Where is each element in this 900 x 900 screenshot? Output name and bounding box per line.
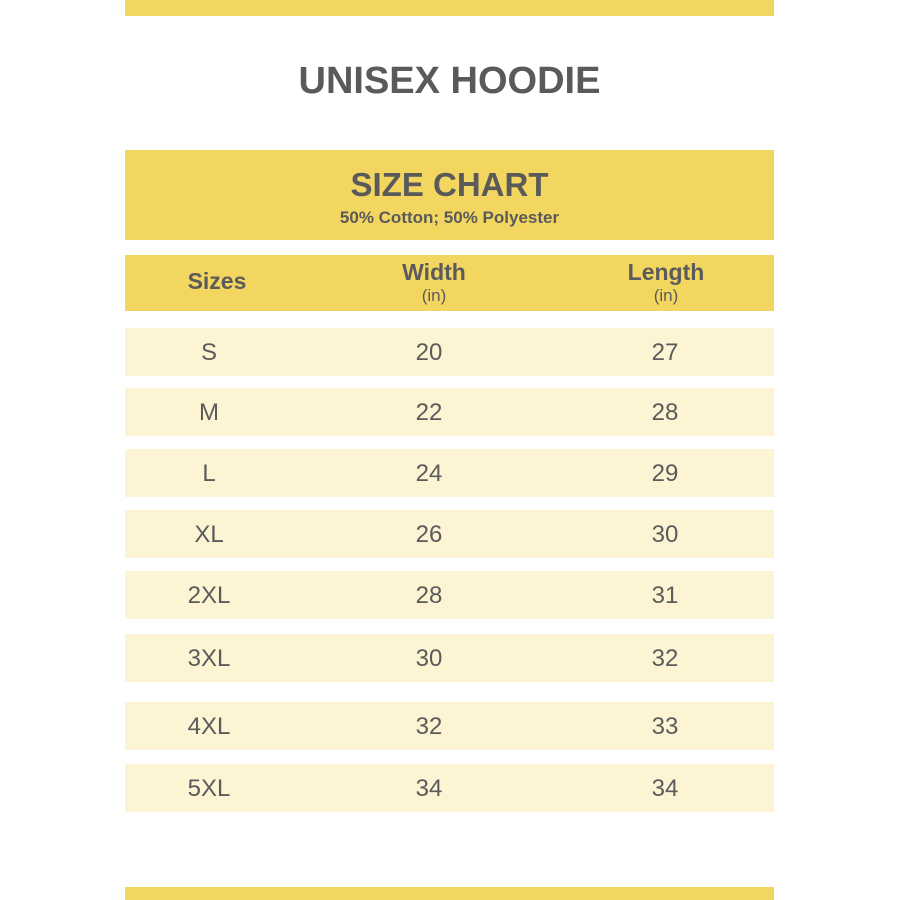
cell-length: 27 (651, 339, 679, 366)
column-header-length: Length (in) (566, 259, 766, 306)
bottom-accent-bar (125, 887, 774, 900)
cell-length: 33 (651, 713, 679, 740)
cell-length: 28 (651, 399, 679, 426)
cell-width: 32 (415, 713, 443, 740)
cell-width: 20 (415, 339, 443, 366)
page-title: UNISEX HOODIE (298, 60, 601, 102)
width-label: Width (402, 259, 466, 285)
banner-subheading: 50% Cotton; 50% Polyester (339, 208, 560, 227)
cell-size: XL (194, 521, 224, 548)
cell-length: 29 (651, 460, 679, 487)
cell-width: 24 (415, 460, 443, 487)
size-chart-banner: SIZE CHART 50% Cotton; 50% Polyester (125, 150, 774, 240)
width-unit: (in) (421, 286, 447, 305)
cell-width: 30 (415, 645, 443, 672)
table-row: 2XL 28 31 (125, 571, 774, 619)
table-row: 3XL 30 32 (125, 634, 774, 682)
table-row: XL 26 30 (125, 510, 774, 558)
table-row: M 22 28 (125, 388, 774, 436)
cell-width: 34 (415, 775, 443, 802)
cell-size: M (199, 399, 219, 426)
cell-size: S (200, 339, 217, 366)
table-header: Sizes Width (in) Length (in) (125, 255, 774, 311)
cell-length: 32 (651, 645, 679, 672)
cell-width: 22 (415, 399, 443, 426)
cell-size: 5XL (187, 775, 231, 802)
table-row: L 24 29 (125, 449, 774, 497)
table-row: 5XL 34 34 (125, 764, 774, 812)
length-label: Length (627, 259, 705, 285)
length-unit: (in) (653, 286, 679, 305)
cell-size: 3XL (187, 645, 231, 672)
cell-size: L (202, 460, 216, 487)
column-header-width: Width (in) (334, 259, 534, 306)
table-row: 4XL 32 33 (125, 702, 774, 750)
cell-length: 30 (651, 521, 679, 548)
cell-size: 4XL (187, 713, 231, 740)
cell-width: 26 (415, 521, 443, 548)
cell-width: 28 (415, 582, 443, 609)
banner-heading: SIZE CHART (350, 166, 549, 203)
cell-length: 34 (651, 775, 679, 802)
top-accent-bar (125, 0, 774, 16)
cell-size: 2XL (187, 582, 231, 609)
table-row: S 20 27 (125, 328, 774, 376)
column-header-sizes: Sizes (187, 268, 247, 294)
cell-length: 31 (651, 582, 679, 609)
